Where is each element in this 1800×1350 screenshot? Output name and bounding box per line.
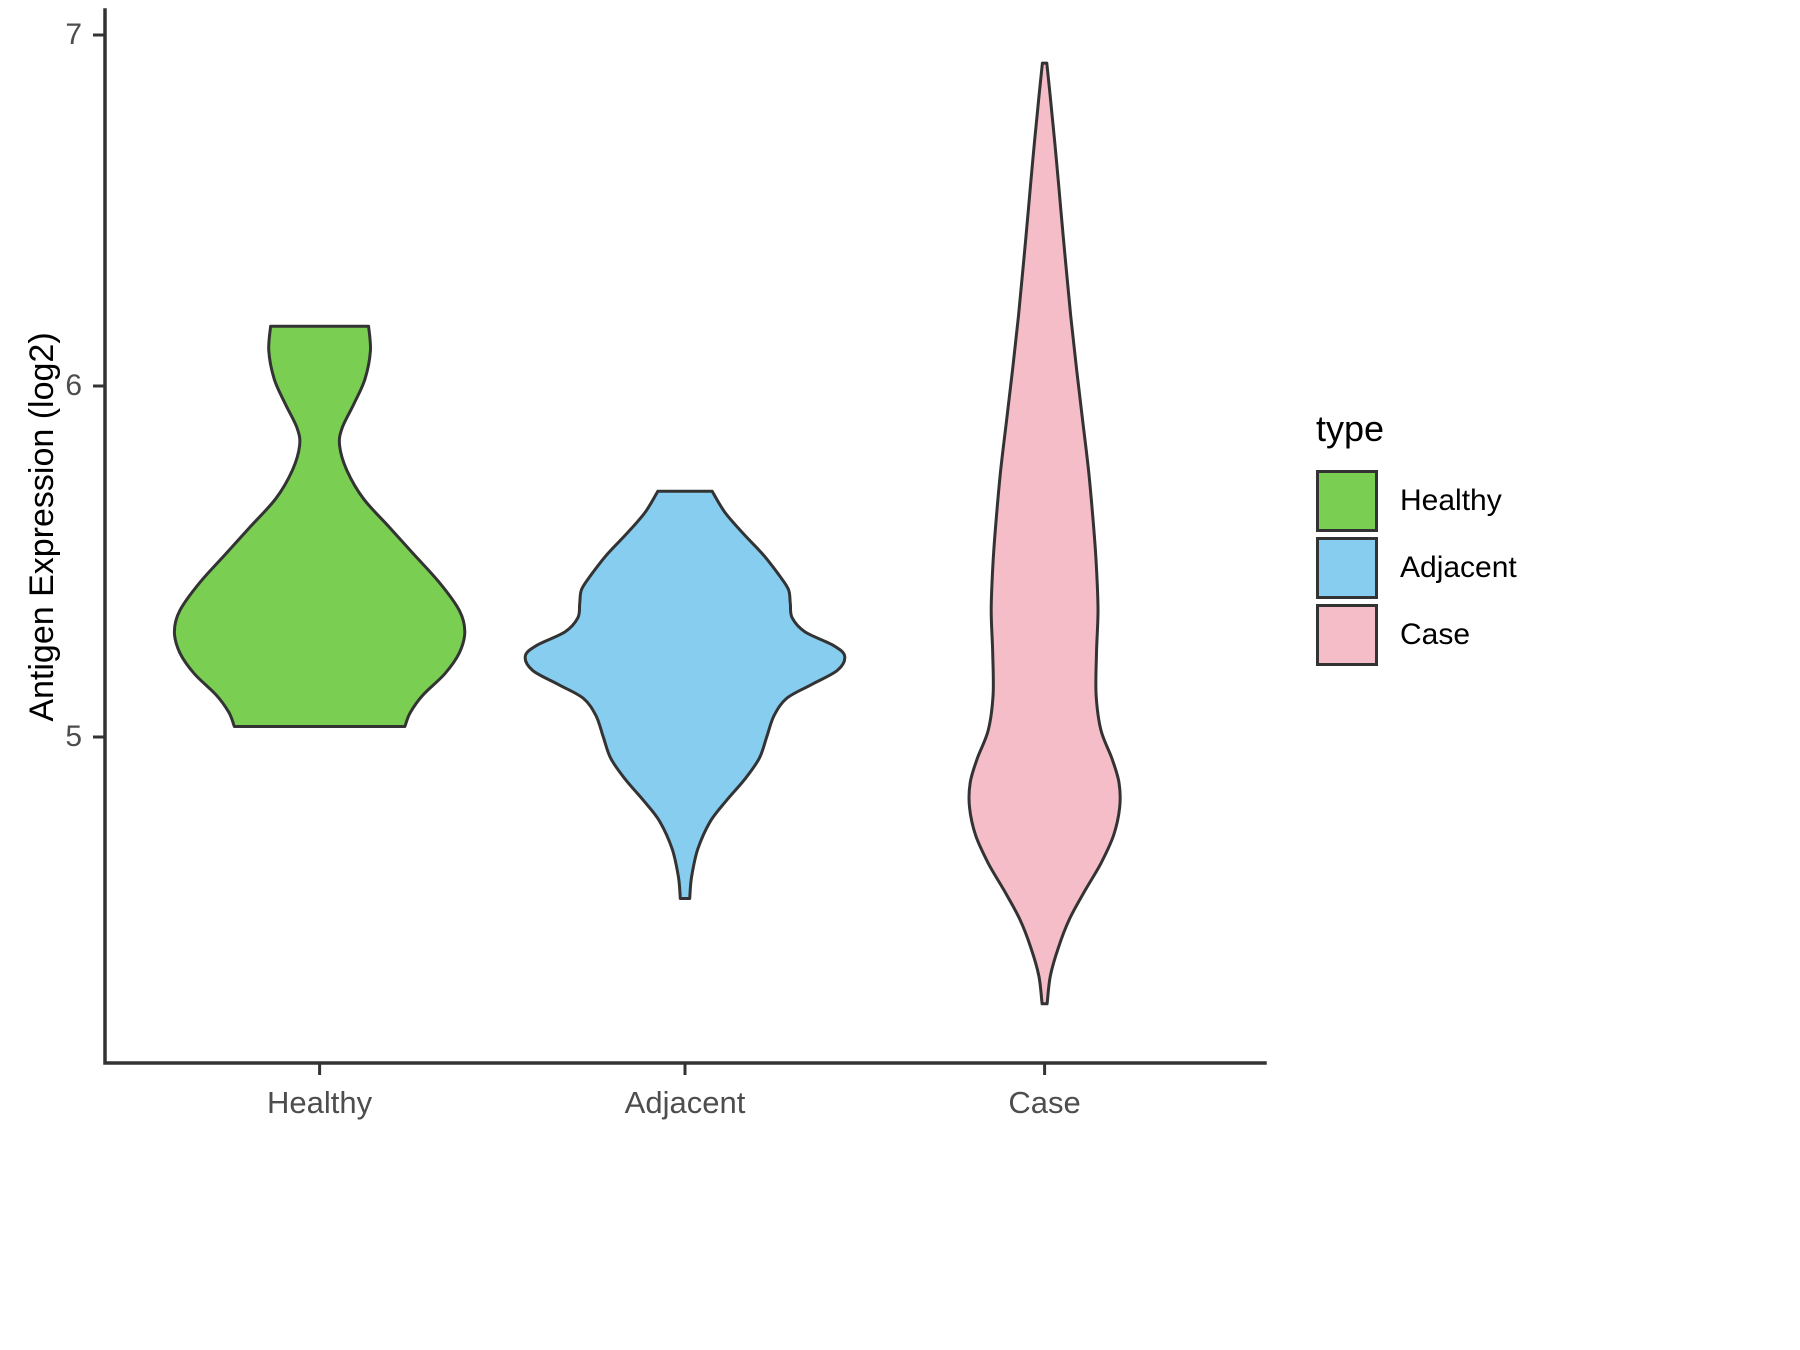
legend-item-case: Case xyxy=(1316,604,1517,666)
axis-lines xyxy=(103,8,1267,1065)
legend-key-healthy-swatch xyxy=(1316,470,1378,532)
legend-key-case-swatch xyxy=(1316,604,1378,666)
violin-case xyxy=(967,61,1122,1006)
legend-label-case: Case xyxy=(1400,618,1471,651)
y-axis-title: Antigen Expression (log2) xyxy=(23,332,61,722)
x-tick-label-adjacent: Adjacent xyxy=(624,1085,746,1120)
legend-item-adjacent: Adjacent xyxy=(1316,537,1517,599)
x-tick-label-healthy: Healthy xyxy=(267,1085,373,1120)
x-tick-label-case: Case xyxy=(1008,1085,1081,1120)
y-tick-label-5: 5 xyxy=(65,720,82,753)
legend-item-healthy: Healthy xyxy=(1316,470,1517,532)
legend-label-adjacent: Adjacent xyxy=(1400,551,1517,584)
legend-key-adjacent-swatch xyxy=(1316,537,1378,599)
y-tick-label-6: 6 xyxy=(65,369,82,402)
legend-title: type xyxy=(1316,408,1385,449)
violin-healthy xyxy=(172,324,467,728)
violin-adjacent xyxy=(523,489,847,900)
legend-label-healthy: Healthy xyxy=(1400,484,1502,517)
y-tick-label-7: 7 xyxy=(65,18,82,51)
legend: type Healthy Adjacent Case xyxy=(1316,408,1517,671)
